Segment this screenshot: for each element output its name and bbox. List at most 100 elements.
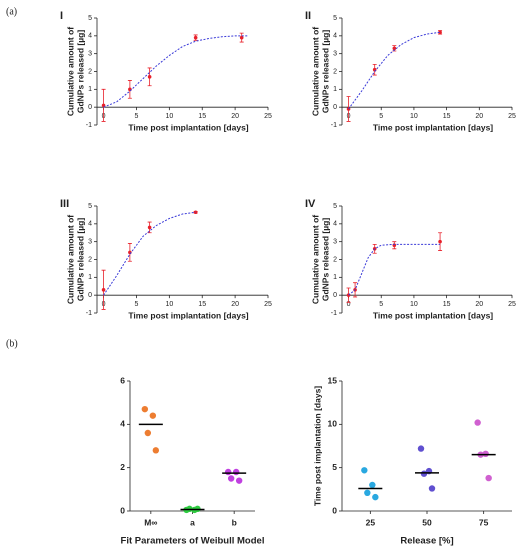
x-tick-label: 15 <box>198 301 206 308</box>
x-tick-label: 75 <box>479 517 489 527</box>
data-point <box>417 445 425 452</box>
x-tick-label: M∞ <box>144 517 157 527</box>
x-tick-label: 10 <box>165 113 173 120</box>
y-tick-label: 0 <box>88 104 92 111</box>
y-axis-label: Cumulative amount of <box>65 27 75 116</box>
y-tick-label: 10 <box>328 419 338 429</box>
data-point <box>232 468 240 476</box>
x-tick-label: 10 <box>410 301 418 308</box>
x-tick-label: a <box>190 517 195 527</box>
x-tick-label: 20 <box>231 113 239 120</box>
y-tick-label: 0 <box>120 505 125 515</box>
x-tick-label: 25 <box>264 301 272 308</box>
x-tick-label: 5 <box>379 113 383 120</box>
data-point <box>149 412 157 419</box>
x-tick-label: 15 <box>443 113 451 120</box>
panel-label: (b) <box>6 338 18 349</box>
y-tick-label: -1 <box>86 122 92 129</box>
y-tick-label: 5 <box>88 203 92 210</box>
data-point <box>193 35 198 40</box>
data-point <box>152 447 160 454</box>
chart-title: I <box>60 10 63 22</box>
x-axis-label: Time post implantation [days] <box>128 310 248 320</box>
data-point <box>369 481 376 489</box>
y-tick-label: 3 <box>88 51 92 58</box>
x-tick-label: b <box>232 517 237 527</box>
x-tick-label: 20 <box>475 113 483 120</box>
data-point <box>372 493 379 501</box>
data-point <box>144 429 152 437</box>
data-point <box>420 470 428 477</box>
y-tick-label: 4 <box>88 221 92 228</box>
x-tick-label: 15 <box>198 113 206 120</box>
x-tick-label: 10 <box>165 301 173 308</box>
y-tick-label: 1 <box>333 274 337 281</box>
y-axis-label: Time post implantation [days] <box>312 386 322 506</box>
x-axis-label: Time post implantation [days] <box>373 310 493 320</box>
y-tick-label: 2 <box>120 462 125 472</box>
x-tick-label: 25 <box>366 517 376 527</box>
y-tick-label: 6 <box>120 375 125 385</box>
y-tick-label: 1 <box>88 274 92 281</box>
y-axis-label: GdNPs released [µg] <box>320 30 330 113</box>
y-tick-label: 2 <box>88 256 92 263</box>
chart-title: III <box>60 198 69 210</box>
y-tick-label: 4 <box>88 33 92 40</box>
chart-title: II <box>305 10 311 22</box>
data-point <box>361 467 368 474</box>
y-tick-label: 0 <box>333 292 337 299</box>
data-point <box>364 489 371 496</box>
y-tick-label: -1 <box>331 310 337 317</box>
fit-curve <box>103 35 249 108</box>
x-tick-label: 5 <box>135 113 139 120</box>
data-point <box>227 475 235 482</box>
y-tick-label: -1 <box>331 122 337 129</box>
data-point <box>141 405 149 413</box>
x-axis-label: Time post implantation [days] <box>128 122 248 132</box>
data-point <box>147 75 152 79</box>
x-tick-label: 5 <box>379 301 383 308</box>
data-point <box>235 477 243 484</box>
y-axis-label: GdNPs released [µg] <box>320 218 330 301</box>
data-point <box>474 419 481 426</box>
x-axis-label: Fit Parameters of Weibull Model <box>121 536 265 547</box>
y-tick-label: 4 <box>120 419 125 429</box>
y-axis-label: Cumulative amount of <box>310 27 320 116</box>
data-point <box>101 288 106 292</box>
y-tick-label: 0 <box>88 292 92 299</box>
x-axis-label: Time post implantation [days] <box>373 122 493 132</box>
x-tick-label: 25 <box>264 113 272 120</box>
data-point <box>147 225 152 230</box>
x-tick-label: 5 <box>135 301 139 308</box>
x-tick-label: 15 <box>443 301 451 308</box>
y-tick-label: -1 <box>86 310 92 317</box>
y-tick-label: 1 <box>88 86 92 93</box>
y-tick-label: 4 <box>333 33 337 40</box>
chart-title: IV <box>305 198 316 210</box>
x-tick-label: 50 <box>422 517 432 527</box>
panel-label: (a) <box>6 6 17 17</box>
y-tick-label: 1 <box>333 86 337 93</box>
y-tick-label: 5 <box>333 15 337 22</box>
fit-curve <box>348 243 441 296</box>
y-tick-label: 2 <box>88 68 92 75</box>
x-tick-label: 20 <box>231 301 239 308</box>
y-axis-label: GdNPs released [µg] <box>75 218 85 301</box>
y-tick-label: 2 <box>333 256 337 263</box>
data-point <box>392 46 397 51</box>
y-tick-label: 15 <box>328 375 338 385</box>
y-axis-label: Cumulative amount of <box>310 215 320 304</box>
x-tick-label: 10 <box>410 113 418 120</box>
y-tick-label: 5 <box>333 203 337 210</box>
data-point <box>224 468 232 476</box>
y-tick-label: 0 <box>333 104 337 111</box>
x-axis-label: Release [%] <box>400 536 453 547</box>
data-point <box>438 239 442 244</box>
x-tick-label: 20 <box>475 301 483 308</box>
data-point <box>485 474 492 482</box>
y-tick-label: 2 <box>333 68 337 75</box>
y-tick-label: 3 <box>333 51 337 58</box>
data-point <box>239 35 244 40</box>
y-axis-label: Cumulative amount of <box>65 215 75 304</box>
